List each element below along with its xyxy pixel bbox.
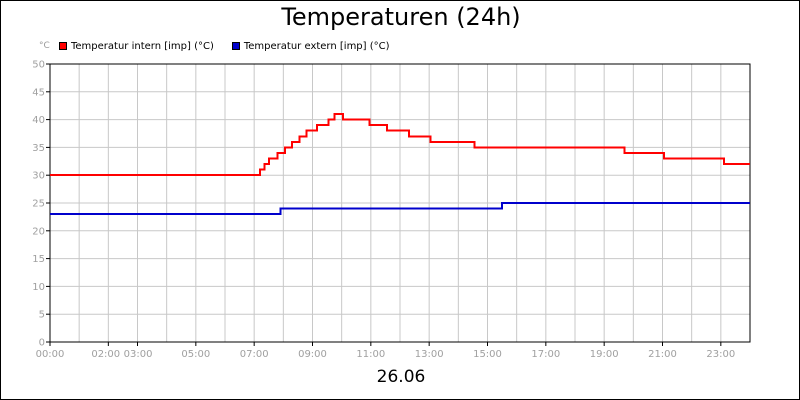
y-tick-label: 45	[32, 87, 45, 98]
y-tick-label: 35	[32, 143, 45, 154]
x-tick-label: 19:00	[590, 349, 619, 360]
date-label: 26.06	[376, 367, 426, 387]
x-tick-label: 07:00	[240, 349, 269, 360]
chart-title: Temperaturen (24h)	[281, 3, 521, 31]
x-tick-label: 05:00	[181, 349, 210, 360]
series-line-extern	[50, 202, 750, 216]
legend-item-intern: Temperatur intern [imp] (°C)	[59, 41, 214, 52]
legend-swatch-intern	[59, 42, 67, 50]
y-tick-label: 40	[32, 115, 45, 126]
legend: Temperatur intern [imp] (°C) Temperatur …	[59, 40, 408, 52]
x-tick-label: 03:00	[124, 349, 153, 360]
y-tick-label: 10	[32, 282, 45, 293]
legend-item-extern: Temperatur extern [imp] (°C)	[231, 40, 390, 52]
y-tick-label: 25	[32, 199, 45, 210]
x-tick-label: 23:00	[706, 349, 735, 360]
series-line-intern	[50, 113, 750, 177]
y-tick-label: 30	[32, 171, 45, 182]
x-tick-label: 00:00	[36, 349, 65, 360]
x-tick-label: 13:00	[415, 349, 444, 360]
legend-label-intern: Temperatur intern [imp] (°C)	[71, 40, 214, 52]
legend-swatch-extern	[231, 42, 240, 50]
x-tick-label: 02:00	[91, 349, 120, 360]
y-tick-label: 5	[39, 310, 45, 321]
legend-label-extern: Temperatur extern [imp] (°C)	[243, 40, 390, 52]
y-tick-label: 20	[32, 226, 45, 237]
y-tick-label: 0	[39, 338, 45, 349]
x-tick-label: 11:00	[356, 349, 385, 360]
x-tick-label: 17:00	[531, 349, 560, 360]
y-tick-label: 15	[32, 254, 45, 265]
y-tick-label: 50	[32, 60, 45, 71]
y-axis-unit: °C	[39, 41, 50, 51]
x-tick-label: 15:00	[473, 349, 502, 360]
x-tick-label: 09:00	[298, 349, 327, 360]
x-tick-label: 21:00	[648, 349, 677, 360]
